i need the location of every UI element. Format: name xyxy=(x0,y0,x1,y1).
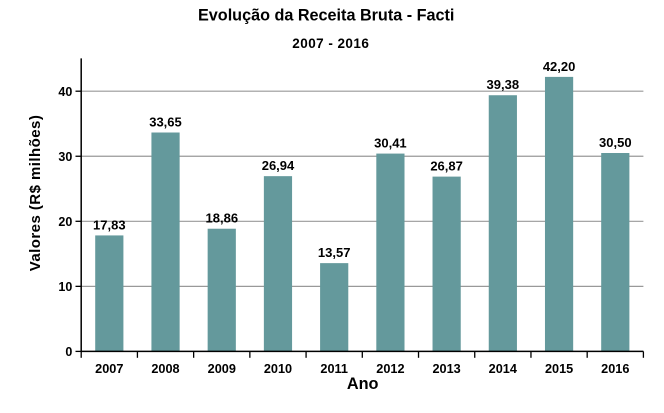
svg-text:2014: 2014 xyxy=(489,362,517,376)
svg-text:40: 40 xyxy=(58,85,72,99)
svg-text:Valores (R$ milhões): Valores (R$ milhões) xyxy=(27,115,44,272)
svg-text:30: 30 xyxy=(58,150,72,164)
svg-text:30,41: 30,41 xyxy=(374,136,407,151)
svg-text:2009: 2009 xyxy=(208,362,236,376)
svg-text:17,83: 17,83 xyxy=(93,217,126,232)
svg-text:Ano: Ano xyxy=(347,375,379,393)
svg-text:2012: 2012 xyxy=(376,362,404,376)
svg-text:13,57: 13,57 xyxy=(318,245,351,260)
svg-text:18,86: 18,86 xyxy=(206,211,239,226)
svg-text:26,94: 26,94 xyxy=(262,158,295,173)
svg-text:2008: 2008 xyxy=(151,362,179,376)
svg-text:42,20: 42,20 xyxy=(543,59,576,74)
svg-text:Evolução da Receita Bruta - Fa: Evolução da Receita Bruta - Facti xyxy=(198,7,454,25)
svg-text:2011: 2011 xyxy=(320,362,348,376)
svg-text:2015: 2015 xyxy=(545,362,573,376)
svg-text:2016: 2016 xyxy=(601,362,629,376)
svg-text:0: 0 xyxy=(65,345,72,359)
svg-text:33,65: 33,65 xyxy=(149,115,182,130)
svg-text:2007 - 2016: 2007 - 2016 xyxy=(292,36,369,51)
svg-text:2007: 2007 xyxy=(95,362,123,376)
svg-text:10: 10 xyxy=(58,280,72,294)
svg-text:2013: 2013 xyxy=(432,362,460,376)
svg-text:26,87: 26,87 xyxy=(430,159,463,174)
svg-text:20: 20 xyxy=(58,215,72,229)
svg-text:39,38: 39,38 xyxy=(487,77,520,92)
svg-text:2010: 2010 xyxy=(264,362,292,376)
svg-text:30,50: 30,50 xyxy=(599,135,632,150)
